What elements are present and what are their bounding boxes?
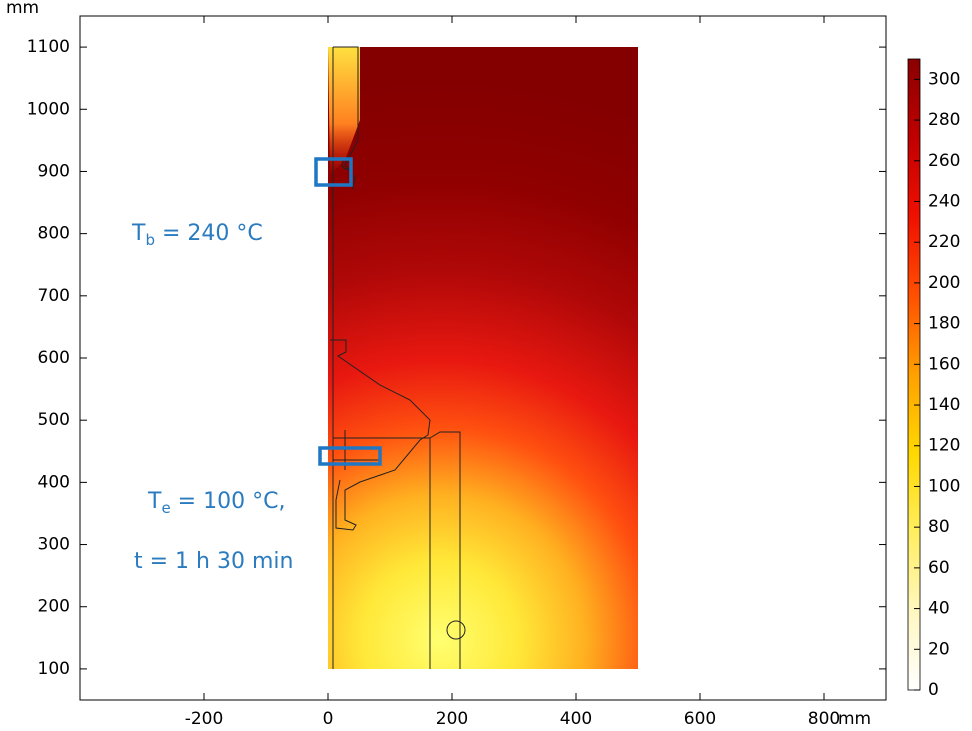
- field: [314, 46, 638, 669]
- colorbar-tick-label: 140: [928, 395, 960, 415]
- colorbar-tick-label: 300: [928, 69, 960, 89]
- annotation: Te = 100 °C,: [147, 489, 285, 517]
- y-tick-label: 500: [38, 410, 70, 430]
- colorbar: [907, 58, 921, 691]
- geometry: [446, 620, 466, 640]
- y-tick-label: 300: [38, 535, 70, 555]
- x-tick-label: 800: [808, 709, 840, 729]
- x-tick-label: 200: [436, 709, 468, 729]
- y-tick-label: 200: [38, 597, 70, 617]
- highlight-box: [314, 157, 353, 187]
- y-tick-label: 900: [38, 161, 70, 181]
- x-tick-label: -200: [185, 709, 224, 729]
- geometry: [330, 339, 431, 531]
- colorbar-tick-label: 260: [928, 151, 960, 171]
- colorbar-tick-label: 200: [928, 273, 960, 293]
- colorbar-tick-label: 180: [928, 314, 960, 334]
- colorbar-tick-label: 20: [928, 639, 950, 659]
- annotation: Tb = 240 °C: [131, 221, 263, 249]
- colorbar-tick-label: 280: [928, 110, 960, 130]
- temperature-field: [328, 47, 638, 669]
- y-tick-label: 700: [38, 286, 70, 306]
- y-tick-label: 800: [38, 224, 70, 244]
- y-tick-label: 100: [38, 659, 70, 679]
- x-tick-label: 400: [560, 709, 592, 729]
- y-tick-label: 1000: [27, 99, 70, 119]
- colorbar-tick-label: 0: [928, 680, 939, 700]
- y-tick-label: 400: [38, 472, 70, 492]
- annotation: t = 1 h 30 min: [134, 549, 293, 574]
- x-axis-unit: mm: [838, 709, 871, 729]
- colorbar-tick-label: 40: [928, 599, 950, 619]
- colorbar-tick-label: 100: [928, 476, 960, 496]
- geometry: [333, 430, 461, 669]
- colorbar-tick-label: 240: [928, 191, 960, 211]
- colorbar-tick-label: 60: [928, 558, 950, 578]
- colorbar-tick-label: 120: [928, 436, 960, 456]
- highlight-box: [318, 446, 382, 466]
- x-tick-label: 600: [684, 709, 716, 729]
- hot-strip: [328, 47, 360, 175]
- y-axis-unit: mm: [6, 0, 39, 18]
- colorbar-tick-label: 220: [928, 232, 960, 252]
- x-tick-label: 0: [323, 709, 334, 729]
- colorbar-tick-label: 160: [928, 354, 960, 374]
- y-tick-label: 1100: [27, 37, 70, 57]
- y-tick-label: 600: [38, 348, 70, 368]
- colorbar-tick-label: 80: [928, 517, 950, 537]
